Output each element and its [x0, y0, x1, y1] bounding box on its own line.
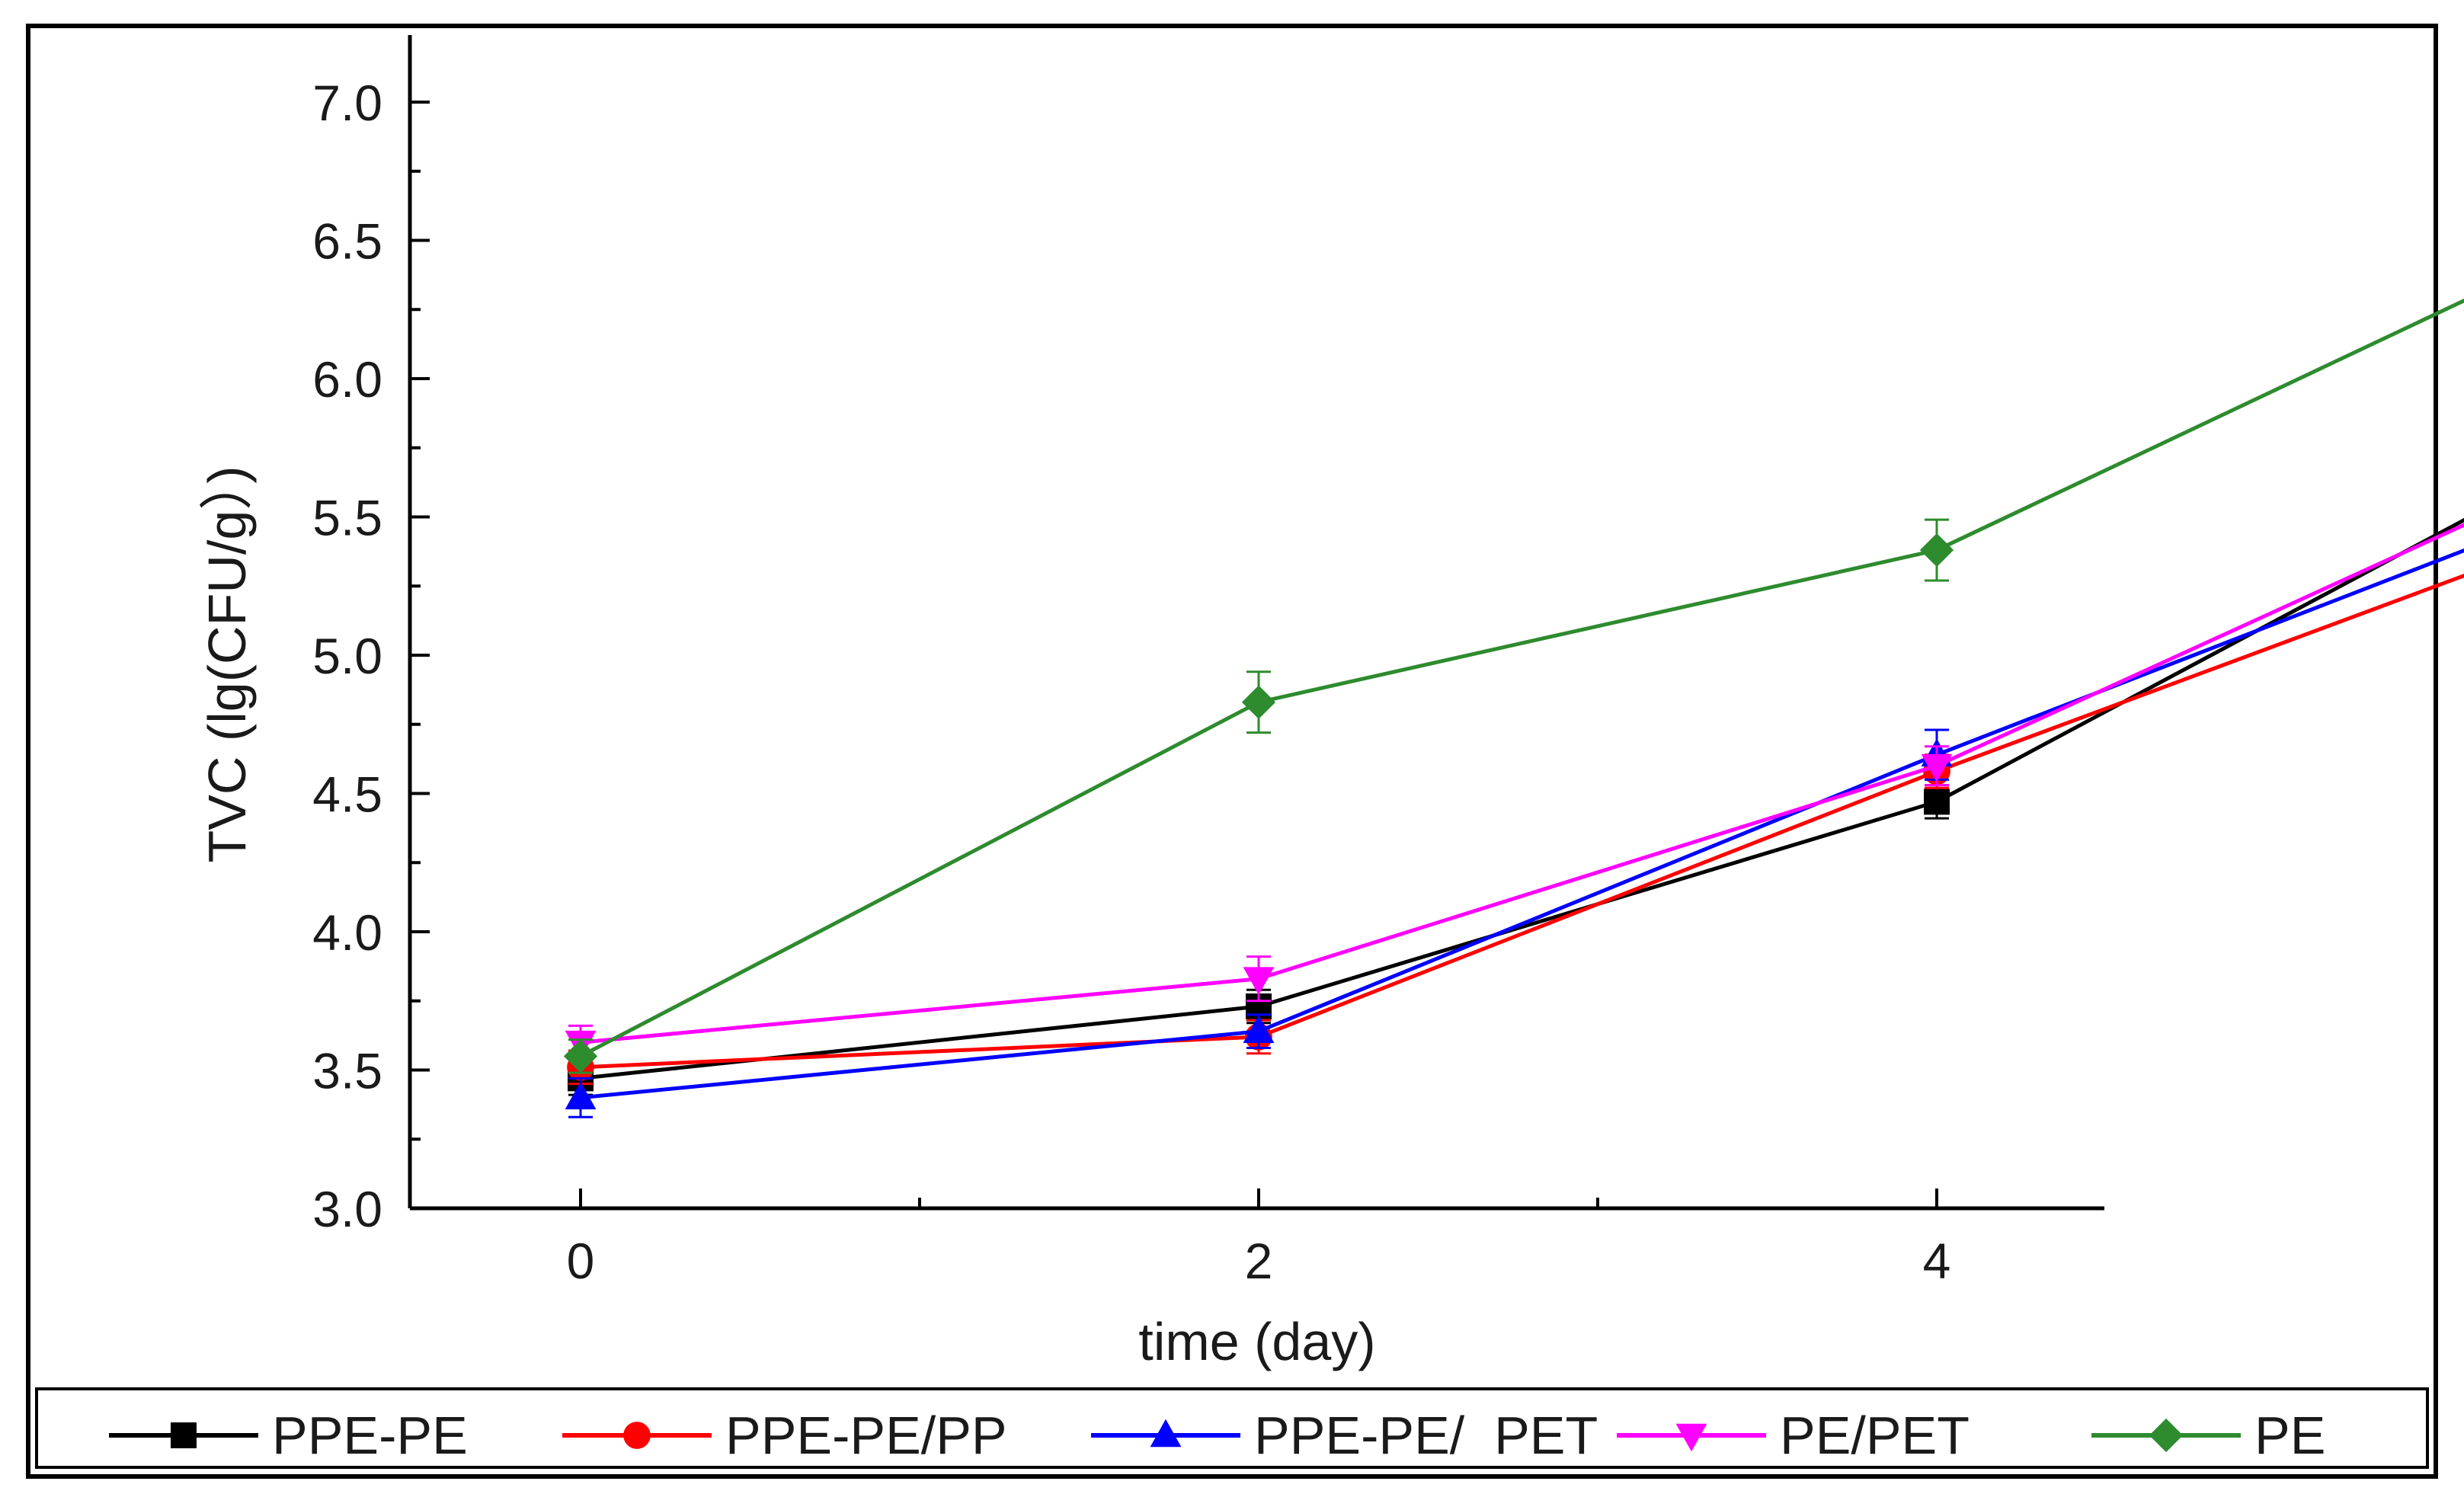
y-tick-label: 7.0 — [312, 75, 382, 131]
y-axis-title: TVC (lg(CFU/g）) — [197, 465, 257, 862]
legend-box — [35, 1387, 2429, 1469]
x-axis-title: time (day) — [1138, 1312, 1375, 1371]
y-tick-label: 6.0 — [312, 351, 382, 408]
legend: PPE-PE PPE-PE/PP PPE-PE/ PET PE/PET PE — [109, 1406, 2325, 1465]
legend-marker — [1150, 1419, 1182, 1448]
legend-label: PE — [2254, 1406, 2325, 1465]
y-tick-label: 4.0 — [312, 904, 382, 961]
y-tick-label: 6.5 — [312, 213, 382, 270]
outer-frame — [26, 24, 2438, 1479]
legend-marker — [1675, 1423, 1707, 1452]
y-tick-label: 3.5 — [312, 1043, 382, 1099]
legend-marker — [171, 1422, 197, 1448]
x-tick-label: 4 — [1923, 1233, 1951, 1289]
legend-marker — [2149, 1418, 2184, 1453]
data-point — [1243, 1015, 1275, 1043]
x-tick-label: 0 — [567, 1233, 595, 1289]
x-tick-label: 2 — [1245, 1233, 1273, 1289]
y-axis-ticks: 3.0 3.5 4.0 4.5 5.0 5.5 6.0 6.5 7.0 — [312, 75, 430, 1237]
y-tick-label: 4.5 — [312, 766, 382, 823]
legend-label: PE/PET — [1780, 1406, 1970, 1465]
legend-label: PPE-PE — [272, 1406, 468, 1465]
y-tick-label: 3.0 — [312, 1181, 382, 1237]
x-axis-ticks: 02468 — [567, 1188, 1951, 1289]
legend-label: PPE-PE/PP — [725, 1406, 1007, 1465]
data-point — [1243, 967, 1275, 995]
y-tick-label: 5.0 — [312, 628, 382, 684]
series-4 — [563, 298, 2464, 1074]
data-point — [1241, 685, 1276, 719]
data-point — [563, 1039, 598, 1073]
legend-label: PPE-PE/ PET — [1254, 1406, 1598, 1465]
y-tick-label: 5.5 — [312, 490, 382, 546]
plot-series — [563, 298, 2464, 1118]
data-point — [565, 1081, 597, 1110]
data-point — [1924, 789, 1950, 815]
series-line — [579, 298, 2464, 1058]
data-point — [1919, 533, 1954, 568]
data-point — [1921, 753, 1953, 782]
legend-marker — [623, 1422, 651, 1449]
